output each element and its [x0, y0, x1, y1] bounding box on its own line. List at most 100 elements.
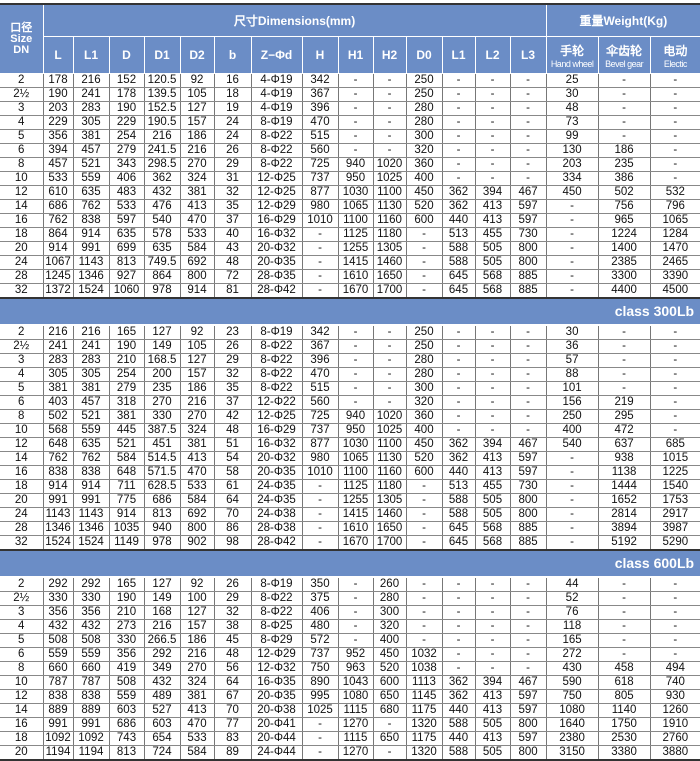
value-cell: 980 — [302, 451, 339, 466]
size-cell: 24 — [0, 255, 44, 270]
value-cell: 8-Φ25 — [251, 619, 303, 634]
value-cell: 1032 — [406, 647, 443, 662]
value-cell: 603 — [109, 703, 145, 718]
value-cell: 1444 — [598, 479, 651, 494]
size-cell: 2 — [0, 73, 44, 88]
value-cell: - — [302, 493, 339, 508]
value-cell: - — [406, 521, 443, 536]
size-cell: 32 — [0, 283, 44, 299]
value-cell: - — [546, 479, 599, 494]
table-row: 18 864 914 635 578 533 40 16-Φ32-1125 1180-513 45… — [0, 227, 700, 242]
value-cell: 1100 — [338, 213, 374, 228]
value-cell: 18 — [214, 87, 252, 102]
value-cell: 730 — [510, 227, 547, 242]
value-cell: 186 — [598, 143, 651, 158]
value-cell: - — [338, 619, 374, 634]
value-cell: 8-Φ22 — [251, 605, 303, 620]
value-cell: 280 — [406, 367, 443, 382]
value-cell: 127 — [144, 325, 181, 340]
value-cell: 470 — [180, 717, 215, 732]
value-cell: - — [546, 269, 599, 284]
value-cell: - — [373, 745, 407, 761]
value-cell: 597 — [510, 465, 547, 480]
value-cell: 505 — [475, 493, 511, 508]
value-cell: 914 — [43, 241, 74, 256]
value-cell: 1160 — [373, 213, 407, 228]
value-cell: 711 — [109, 479, 145, 494]
value-cell: 186 — [180, 633, 215, 648]
value-cell: - — [475, 395, 511, 410]
value-cell: 298.5 — [144, 157, 181, 172]
value-cell: 70 — [214, 703, 252, 718]
value-cell: - — [373, 367, 407, 382]
value-cell: 254 — [109, 129, 145, 144]
value-cell: 603 — [144, 717, 181, 732]
value-cell: 292 — [144, 647, 181, 662]
value-cell: 813 — [109, 255, 145, 270]
value-cell: - — [442, 353, 476, 368]
value-cell: - — [598, 129, 651, 144]
value-cell: 1080 — [338, 689, 374, 704]
value-cell: 24 — [214, 115, 252, 130]
value-cell: 914 — [73, 479, 110, 494]
size-cell: 2½ — [0, 591, 44, 606]
value-cell: 963 — [338, 661, 374, 676]
value-cell: - — [598, 381, 651, 396]
value-cell: 1524 — [73, 535, 110, 551]
value-cell: 787 — [73, 675, 110, 690]
value-cell: 283 — [73, 101, 110, 116]
value-cell: 280 — [406, 115, 443, 130]
value-cell: 292 — [43, 577, 74, 592]
value-cell: - — [598, 353, 651, 368]
value-cell: 480 — [302, 619, 339, 634]
size-cell: 4 — [0, 115, 44, 130]
value-cell: 396 — [302, 101, 339, 116]
value-cell: 568 — [43, 423, 74, 438]
value-cell: 533 — [180, 227, 215, 242]
value-cell: 432 — [73, 619, 110, 634]
value-cell: 451 — [144, 437, 181, 452]
valve-dimensions-table: 口径 Size DN 尺寸Dimensions(mm) 重量Weight(Kg)… — [0, 5, 700, 761]
value-cell: 540 — [144, 213, 181, 228]
value-cell: 588 — [442, 493, 476, 508]
value-cell: - — [546, 465, 599, 480]
value-cell: 813 — [109, 745, 145, 761]
value-cell: 51 — [214, 437, 252, 452]
column-header-l3: L3 — [510, 36, 547, 74]
value-cell: - — [475, 381, 511, 396]
size-cell: 4 — [0, 619, 44, 634]
value-cell: 356 — [43, 605, 74, 620]
value-cell: 645 — [442, 521, 476, 536]
value-cell: 450 — [373, 647, 407, 662]
value-cell: 584 — [180, 493, 215, 508]
value-cell: - — [302, 745, 339, 761]
value-cell: 342 — [302, 325, 339, 340]
value-cell: 8-Φ22 — [251, 353, 303, 368]
value-cell: 914 — [73, 227, 110, 242]
value-cell: - — [510, 577, 547, 592]
value-cell: - — [598, 605, 651, 620]
value-cell: 1125 — [338, 479, 374, 494]
value-cell: 618 — [598, 675, 651, 690]
value-cell: 838 — [43, 465, 74, 480]
value-cell: - — [406, 269, 443, 284]
table-row: 4 229 305 229 190.5 157 24 8-Φ19 470- -280- - -73- - — [0, 115, 700, 130]
value-cell: 533 — [180, 731, 215, 746]
value-cell: 724 — [144, 745, 181, 761]
value-cell: 749.5 — [144, 255, 181, 270]
column-header-l: L — [43, 36, 74, 74]
value-cell: 648 — [43, 437, 74, 452]
value-cell: 367 — [302, 87, 339, 102]
value-cell: 28-Φ38 — [251, 521, 303, 536]
size-label-en: Size — [10, 32, 33, 45]
value-cell: 1025 — [302, 703, 339, 718]
size-cell: 18 — [0, 731, 44, 746]
value-cell: 280 — [406, 353, 443, 368]
value-cell: 28-Φ35 — [251, 269, 303, 284]
value-cell: - — [338, 73, 374, 88]
value-cell: 400 — [406, 171, 443, 186]
value-cell: 1305 — [373, 241, 407, 256]
value-cell: - — [442, 409, 476, 424]
value-cell: 3894 — [598, 521, 651, 536]
value-cell: 5290 — [650, 535, 700, 551]
